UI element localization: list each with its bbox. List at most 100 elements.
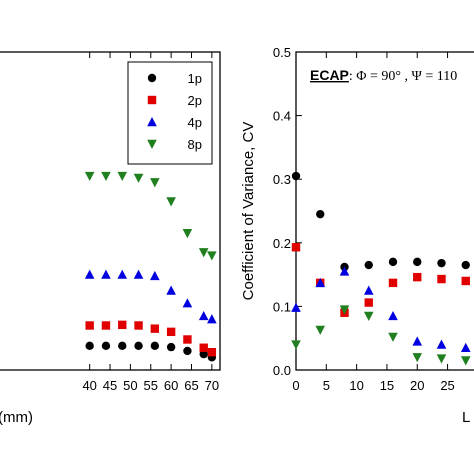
left-point-1p — [183, 346, 192, 356]
right-point-4p — [436, 339, 447, 349]
left-x-tick-label: 45 — [103, 378, 117, 393]
right-point-8p — [363, 311, 374, 321]
right-x-tick-label: 5 — [323, 378, 330, 393]
left-point-1p — [166, 342, 176, 352]
left-point-8p — [198, 248, 209, 258]
left-x-ticks: 40 45 50 55 60 65 70 — [82, 52, 219, 393]
right-y-tick-label: 0.4 — [273, 109, 291, 124]
left-point-1p — [134, 341, 143, 351]
legend-marker-4p — [147, 117, 157, 127]
left-point-8p — [101, 171, 111, 182]
right-point-4p — [315, 277, 326, 288]
left-plot-panel: 40 45 50 55 60 65 70 (mm) 1p 2p 4p 8p — [0, 51, 221, 426]
left-point-1p — [101, 341, 111, 351]
right-point-1p — [316, 209, 325, 219]
right-point-1p — [437, 258, 446, 268]
left-x-tick-label: 50 — [123, 378, 137, 393]
left-x-tick-label: 40 — [82, 378, 96, 393]
right-point-8p — [436, 354, 447, 364]
legend-marker-2p — [147, 95, 157, 105]
right-x-axis-label: L — [462, 409, 470, 426]
right-plot-frame — [295, 51, 474, 371]
right-x-tick-label: 20 — [410, 378, 424, 393]
right-x-tick-label: 15 — [380, 378, 394, 393]
left-point-4p — [101, 269, 111, 279]
legend: 1p 2p 4p 8p — [127, 61, 213, 165]
right-point-8p — [460, 356, 471, 366]
right-point-1p — [461, 260, 470, 270]
right-point-8p — [339, 305, 350, 315]
right-x-ticks: 0 5 10 15 20 25 — [292, 52, 455, 393]
left-point-4p — [198, 310, 209, 321]
right-point-1p — [364, 260, 373, 270]
right-point-2p — [437, 274, 446, 284]
left-point-4p — [150, 270, 160, 281]
right-x-tick-label: 0 — [292, 378, 299, 393]
right-point-8p — [315, 325, 326, 335]
right-y-tick-label: 0.2 — [273, 236, 291, 251]
left-point-1p — [118, 341, 127, 351]
left-point-2p — [101, 321, 111, 330]
left-point-4p — [133, 269, 144, 279]
right-y-axis-label: Coefficient of Variance, CV — [240, 122, 257, 301]
right-y-tick-label: 0.3 — [273, 172, 291, 187]
left-point-2p — [134, 321, 143, 330]
left-point-2p — [199, 343, 208, 352]
legend-label-1p: 1p — [188, 71, 202, 86]
right-point-2p — [291, 243, 301, 252]
right-point-2p — [413, 272, 422, 282]
right-point-4p — [460, 342, 471, 352]
right-point-4p — [339, 266, 350, 276]
left-x-tick-label: 60 — [164, 378, 178, 393]
left-point-1p — [85, 341, 94, 351]
right-point-8p — [412, 353, 423, 363]
right-point-4p — [388, 310, 398, 321]
left-point-8p — [117, 171, 128, 182]
left-point-2p — [207, 347, 217, 357]
left-point-2p — [166, 327, 176, 337]
legend-marker-1p — [147, 73, 157, 83]
left-point-1p — [150, 341, 160, 351]
ecap-annotation-text: : Φ = 90° , Ψ = 110 — [349, 69, 457, 84]
left-point-4p — [207, 314, 217, 324]
right-point-1p — [413, 257, 422, 267]
right-y-tick-label: 0.0 — [273, 363, 291, 378]
right-y-ticks: 0.0 0.1 0.2 0.3 0.4 0.5 — [273, 45, 302, 378]
legend-box — [127, 61, 213, 165]
left-point-4p — [84, 269, 95, 279]
right-point-2p — [364, 298, 373, 307]
left-point-2p — [183, 335, 192, 344]
left-point-8p — [150, 178, 160, 188]
left-x-tick-label: 65 — [184, 378, 198, 393]
right-point-4p — [291, 302, 301, 312]
legend-marker-8p — [147, 139, 157, 149]
left-point-2p — [85, 321, 94, 330]
left-data-points — [84, 171, 217, 362]
left-point-4p — [182, 298, 193, 308]
ecap-annotation-bold: ECAP — [310, 67, 349, 83]
left-x-axis-label: (mm) — [0, 409, 33, 426]
right-x-tick-label: 10 — [349, 378, 363, 393]
left-point-8p — [207, 251, 217, 261]
left-point-4p — [166, 285, 176, 295]
left-point-8p — [133, 173, 144, 183]
right-point-4p — [412, 336, 423, 346]
left-x-tick-label: 70 — [205, 378, 219, 393]
right-x-tick-label: 25 — [440, 378, 454, 393]
legend-label-8p: 8p — [188, 137, 202, 152]
right-point-1p — [388, 257, 398, 267]
left-point-4p — [117, 269, 128, 279]
left-point-8p — [182, 229, 193, 239]
right-point-4p — [363, 285, 374, 295]
left-point-1p — [199, 349, 208, 359]
right-y-tick-label: 0.1 — [273, 299, 291, 314]
right-point-1p — [291, 171, 301, 181]
left-point-2p — [150, 324, 160, 333]
left-point-2p — [118, 320, 127, 330]
right-y-tick-label: 0.5 — [273, 45, 291, 60]
legend-label-4p: 4p — [188, 115, 202, 130]
right-point-2p — [388, 278, 398, 288]
right-point-8p — [291, 340, 301, 350]
right-plot-panel: 0 5 10 15 20 25 0.0 0.1 0.2 0.3 0.4 0.5 L Coeffici… — [240, 45, 474, 426]
right-point-2p — [461, 276, 470, 286]
